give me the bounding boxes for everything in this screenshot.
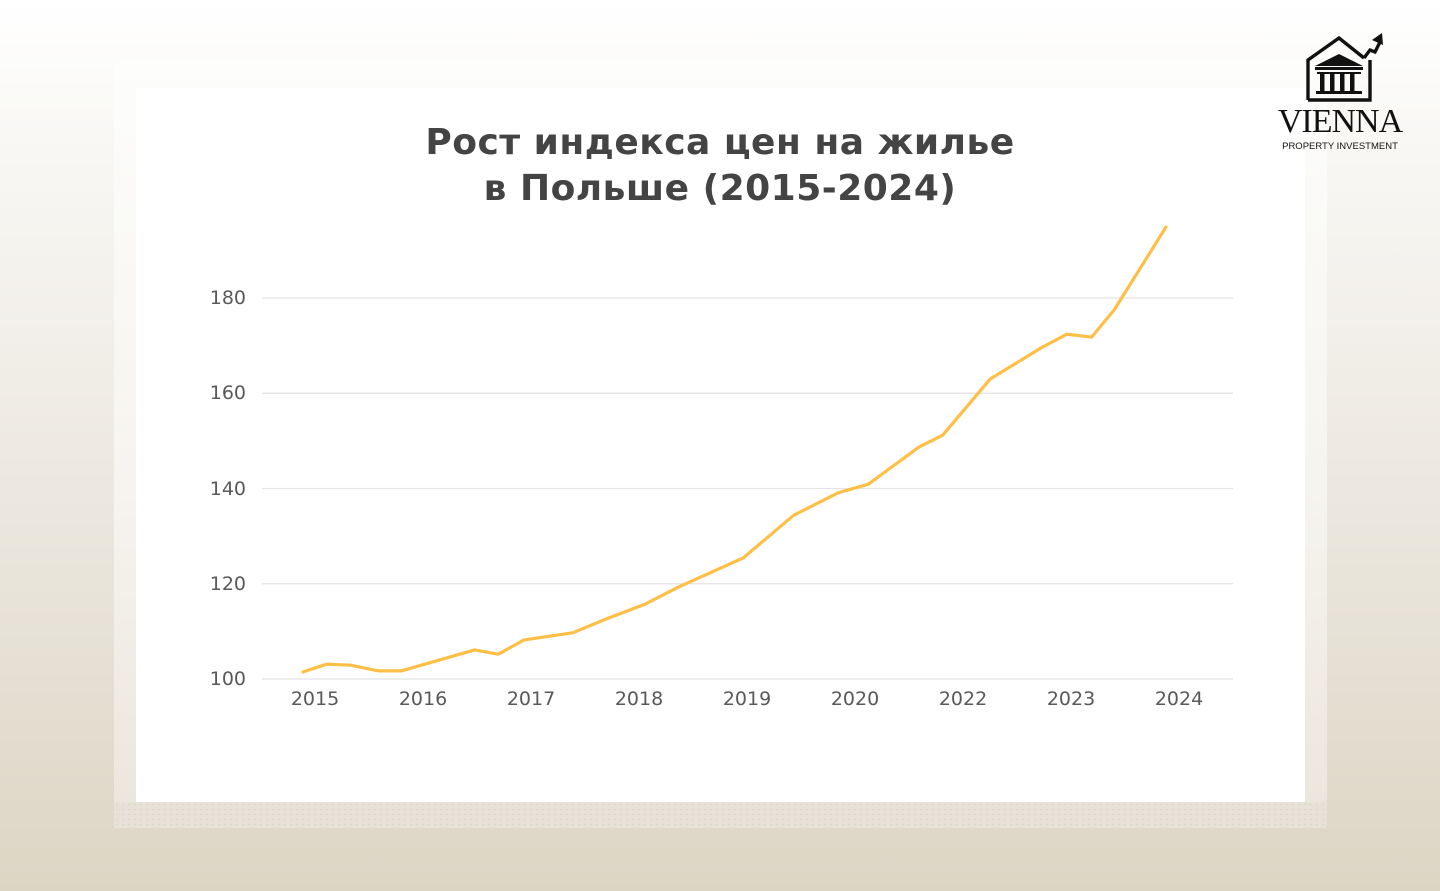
x-tick-label: 2020 <box>830 688 880 710</box>
y-tick-label: 160 <box>209 382 246 405</box>
chart-title-line-1: Рост индекса цен на жилье <box>425 122 1015 163</box>
x-tick-label: 2016 <box>398 688 448 710</box>
y-tick-label: 100 <box>209 668 246 690</box>
chart-title: Рост индекса цен на жилье в Польше (2015… <box>0 120 1440 212</box>
frame-texture <box>114 802 1327 828</box>
x-tick-label: 2015 <box>290 688 340 710</box>
building-columns-with-rising-arrow-icon <box>1306 33 1383 102</box>
y-tick-label: 140 <box>209 477 246 500</box>
brand-tagline: PROPERTY INVESTMENT <box>1282 141 1398 152</box>
x-tick-label: 2022 <box>938 688 988 710</box>
gridlines <box>262 297 1233 680</box>
chart-card <box>136 88 1305 802</box>
x-tick-label: 2019 <box>722 688 772 710</box>
y-tick-label: 120 <box>209 572 246 595</box>
y-tick-label: 180 <box>209 287 246 309</box>
chart-title-line-2: в Польше (2015-2024) <box>483 168 957 209</box>
x-tick-label: 2017 <box>506 688 556 710</box>
x-tick-label: 2018 <box>614 688 664 710</box>
x-tick-label: 2024 <box>1154 688 1204 710</box>
x-tick-label: 2023 <box>1046 688 1096 710</box>
brand-name: VIENNA <box>1277 103 1403 140</box>
series-line <box>301 225 1168 674</box>
